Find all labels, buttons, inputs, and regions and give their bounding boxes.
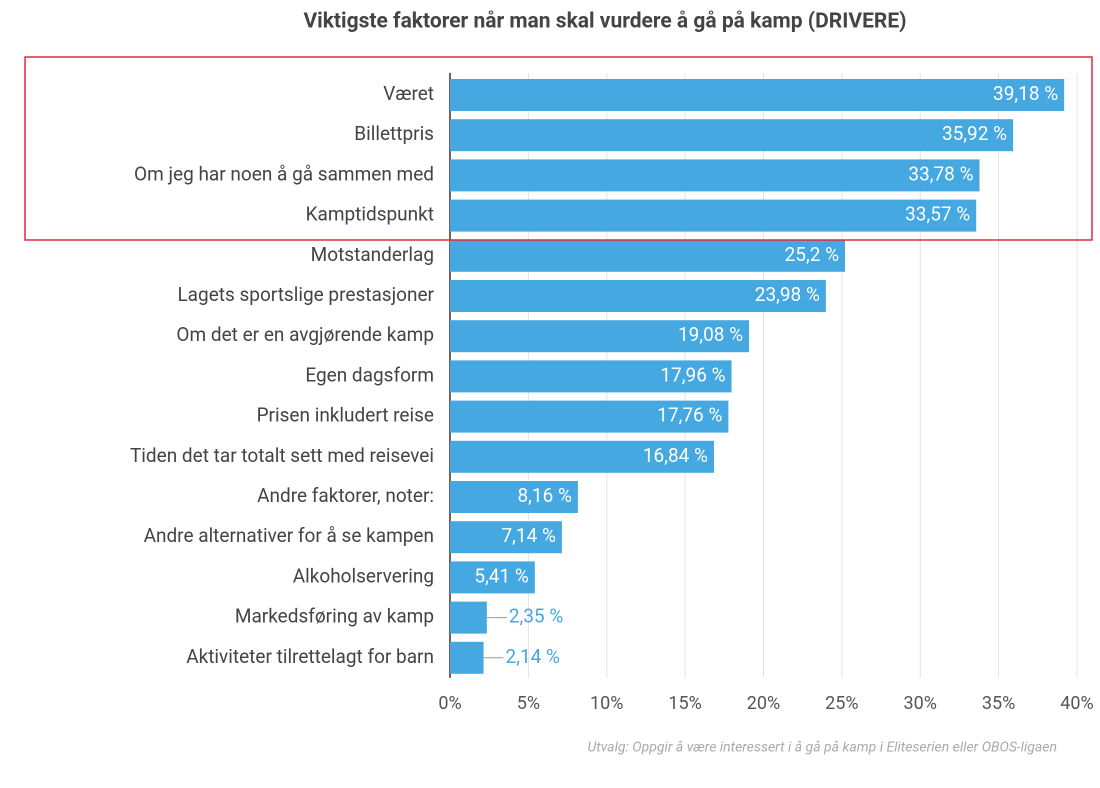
value-label: 2,35 % [509, 605, 563, 628]
bar [450, 440, 714, 473]
bar [450, 320, 750, 353]
y-tick-label: Andre faktorer, noter: [257, 484, 434, 507]
x-tick-label: 0% [438, 693, 461, 714]
bar [450, 79, 1065, 111]
y-tick-label: Motstanderlag [311, 243, 434, 266]
bar [450, 119, 1014, 152]
x-tick-label: 15% [668, 693, 701, 714]
value-label: 2,14 % [506, 645, 560, 668]
value-label: 17,96 % [660, 363, 725, 386]
value-label: 33,57 % [905, 203, 970, 226]
value-label: 16,84 % [643, 444, 708, 467]
value-label: 25,2 % [785, 243, 839, 266]
y-tick-label: Om jeg har noen å gå sammen med [134, 162, 434, 185]
y-tick-label: Prisen inkludert reise [257, 404, 434, 427]
x-tick-label: 35% [982, 693, 1015, 714]
value-label: 19,08 % [678, 323, 743, 346]
y-tick-label: Tiden det tar totalt sett med reisevei [130, 444, 434, 467]
y-tick-label: Været [383, 82, 434, 105]
x-tick-label: 25% [825, 693, 858, 714]
x-tick-label: 40% [1060, 693, 1093, 714]
y-tick-label: Alkoholservering [293, 564, 434, 587]
bar [450, 400, 729, 433]
footnote: Utvalg: Oppgir å være interessert i å gå… [587, 740, 1057, 756]
bar [450, 481, 578, 513]
chart-title: Viktigste faktorer når man skal vurdere … [303, 10, 906, 34]
bar [450, 561, 535, 594]
bar [450, 521, 562, 554]
value-label: 7,14 % [502, 524, 556, 547]
bar [450, 601, 487, 634]
bar [450, 159, 980, 192]
bar [450, 199, 977, 232]
value-label: 23,98 % [755, 283, 820, 306]
value-label: 35,92 % [942, 122, 1007, 145]
value-label: 17,76 % [657, 404, 722, 427]
bar [450, 239, 846, 272]
x-tick-label: 5% [517, 693, 540, 714]
value-label: 5,41 % [474, 564, 528, 587]
bar [450, 280, 826, 312]
x-tick-label: 20% [747, 693, 780, 714]
y-tick-label: Billettpris [354, 122, 434, 145]
value-label: 39,18 % [993, 82, 1058, 105]
y-tick-label: Andre alternativer for å se kampen [144, 524, 434, 547]
bars: Været 39,18 % Billettpris 35,92 % Om jeg har… [130, 79, 1065, 674]
y-tick-label: Lagets sportslige prestasjoner [177, 283, 434, 306]
bar [450, 641, 484, 674]
y-tick-label: Aktiviteter tilrettelagt for barn [186, 645, 434, 668]
y-tick-label: Markedsføring av kamp [235, 605, 434, 628]
highlight-box [24, 56, 1093, 241]
y-tick-label: Kamptidspunkt [306, 203, 434, 226]
value-label: 8,16 % [518, 484, 572, 507]
y-tick-label: Egen dagsform [305, 363, 434, 386]
y-tick-label: Om det er en avgjørende kamp [176, 323, 434, 346]
x-tick-label: 10% [590, 693, 623, 714]
value-label: 33,78 % [908, 162, 973, 185]
x-tick-label: 30% [904, 693, 937, 714]
bar [450, 360, 732, 393]
